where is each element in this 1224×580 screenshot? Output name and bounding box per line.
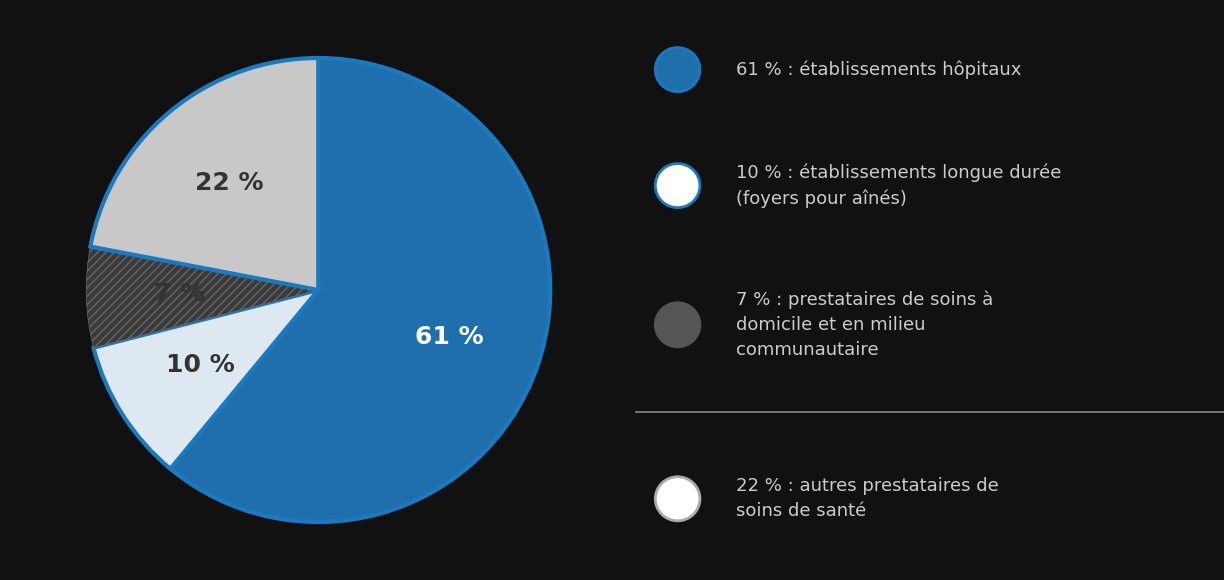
Text: 7 %: 7 % [153, 282, 204, 306]
Circle shape [655, 48, 700, 92]
Wedge shape [86, 246, 318, 347]
Wedge shape [91, 58, 318, 290]
Text: 22 % : autres prestataires de
soins de santé: 22 % : autres prestataires de soins de s… [737, 477, 999, 520]
Text: 22 %: 22 % [196, 171, 263, 195]
Wedge shape [93, 290, 318, 469]
Text: 61 %: 61 % [415, 325, 483, 349]
Circle shape [655, 303, 700, 347]
Text: 7 % : prestataires de soins à
domicile et en milieu
communautaire: 7 % : prestataires de soins à domicile e… [737, 291, 994, 359]
Text: 10 % : établissements longue durée
(foyers pour aînés): 10 % : établissements longue durée (foye… [737, 164, 1061, 208]
Text: 61 % : établissements hôpitaux: 61 % : établissements hôpitaux [737, 60, 1022, 79]
Wedge shape [170, 58, 551, 522]
Circle shape [655, 477, 700, 521]
Circle shape [655, 164, 700, 208]
Text: 10 %: 10 % [166, 353, 235, 376]
